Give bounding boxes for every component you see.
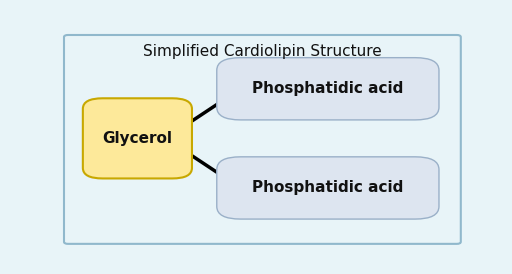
FancyBboxPatch shape <box>83 98 192 178</box>
FancyBboxPatch shape <box>217 157 439 219</box>
Text: Simplified Cardiolipin Structure: Simplified Cardiolipin Structure <box>143 44 382 59</box>
Text: Glycerol: Glycerol <box>102 131 173 146</box>
Text: Phosphatidic acid: Phosphatidic acid <box>252 181 403 195</box>
FancyBboxPatch shape <box>64 35 461 244</box>
FancyBboxPatch shape <box>217 58 439 120</box>
Text: Phosphatidic acid: Phosphatidic acid <box>252 81 403 96</box>
